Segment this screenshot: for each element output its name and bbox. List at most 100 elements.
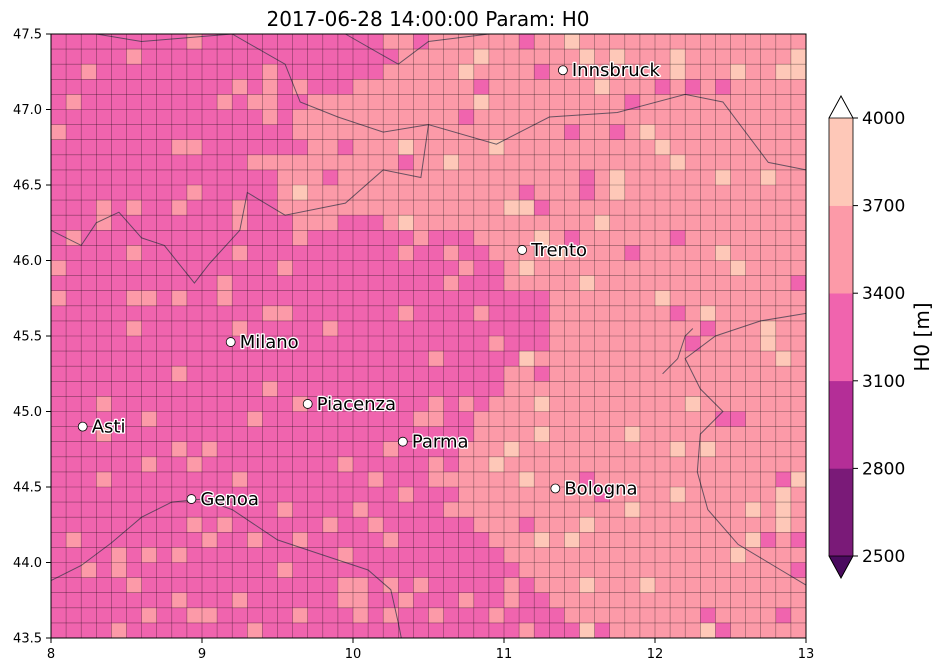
- heatmap-cell: [775, 502, 792, 518]
- heatmap-cell: [111, 124, 127, 140]
- heatmap-cell: [156, 124, 173, 140]
- heatmap-cell: [111, 487, 127, 503]
- heatmap-cell: [715, 547, 731, 563]
- heatmap-cell: [156, 396, 173, 412]
- heatmap-cell: [186, 79, 203, 95]
- heatmap-cell: [655, 441, 671, 458]
- heatmap-cell: [186, 64, 203, 80]
- heatmap-cell: [337, 260, 354, 276]
- heatmap-cell: [443, 154, 459, 171]
- heatmap-cell: [156, 275, 173, 291]
- heatmap-cell: [383, 230, 399, 246]
- heatmap-cell: [202, 517, 218, 533]
- heatmap-cell: [700, 396, 716, 412]
- heatmap-cell: [96, 411, 112, 427]
- heatmap-cell: [458, 215, 475, 231]
- heatmap-cell: [760, 64, 777, 80]
- heatmap-cell: [564, 351, 580, 367]
- heatmap-cell: [700, 124, 716, 140]
- heatmap-cell: [292, 366, 308, 382]
- heatmap-cell: [368, 290, 384, 307]
- heatmap-cell: [594, 320, 610, 337]
- heatmap-cell: [202, 607, 218, 624]
- heatmap-cell: [156, 79, 173, 95]
- heatmap-cell: [579, 426, 595, 442]
- heatmap-cell: [262, 230, 278, 246]
- heatmap-cell: [609, 547, 626, 563]
- heatmap-cell: [141, 124, 157, 140]
- heatmap-cell: [202, 592, 218, 609]
- heatmap-cell: [519, 471, 535, 488]
- heatmap-cell: [217, 471, 233, 488]
- heatmap-cell: [217, 260, 233, 276]
- heatmap-cell: [171, 275, 188, 291]
- heatmap-cell: [413, 592, 429, 609]
- heatmap-cell: [322, 487, 339, 503]
- heatmap-cell: [277, 245, 293, 261]
- heatmap-cell: [156, 139, 173, 156]
- heatmap-cell: [322, 139, 339, 156]
- heatmap-cell: [624, 230, 641, 246]
- heatmap-cell: [96, 169, 112, 186]
- heatmap-cell: [307, 607, 324, 624]
- heatmap-cell: [579, 547, 595, 563]
- heatmap-cell: [685, 34, 701, 50]
- heatmap-cell: [609, 245, 626, 261]
- heatmap-cell: [458, 456, 475, 473]
- y-tick-label: 44.5: [13, 481, 42, 496]
- heatmap-cell: [156, 320, 173, 337]
- heatmap-cell: [171, 124, 188, 140]
- heatmap-cell: [534, 592, 550, 609]
- heatmap-cell: [232, 502, 248, 518]
- heatmap-cell: [277, 532, 293, 548]
- heatmap-cell: [337, 290, 354, 307]
- heatmap-cell: [398, 109, 414, 125]
- heatmap-cell: [624, 34, 641, 50]
- heatmap-cell: [81, 441, 97, 458]
- heatmap-cell: [292, 456, 308, 473]
- heatmap-cell: [322, 366, 339, 382]
- heatmap-cell: [353, 411, 369, 427]
- heatmap-cell: [141, 471, 157, 488]
- heatmap-cell: [504, 532, 520, 548]
- heatmap-cell: [217, 275, 233, 291]
- heatmap-cell: [715, 411, 731, 427]
- heatmap-cell: [790, 34, 807, 50]
- heatmap-cell: [564, 139, 580, 156]
- heatmap-cell: [579, 592, 595, 609]
- heatmap-cell: [594, 547, 610, 563]
- heatmap-cell: [639, 139, 656, 156]
- heatmap-cell: [745, 517, 761, 533]
- heatmap-cell: [66, 351, 82, 367]
- heatmap-cell: [398, 532, 414, 548]
- city-marker: [517, 245, 528, 255]
- heatmap-cell: [745, 336, 761, 352]
- heatmap-cell: [126, 411, 142, 427]
- heatmap-cell: [111, 169, 127, 186]
- heatmap-cell: [66, 336, 82, 352]
- heatmap-cell: [322, 185, 339, 201]
- heatmap-cell: [790, 592, 807, 609]
- heatmap-cell: [443, 305, 459, 322]
- heatmap-cell: [398, 381, 414, 397]
- heatmap-cell: [730, 245, 746, 261]
- heatmap-cell: [262, 169, 278, 186]
- heatmap-cell: [579, 275, 595, 291]
- heatmap-cell: [790, 64, 807, 80]
- heatmap-cell: [685, 607, 701, 624]
- heatmap-cell: [247, 275, 263, 291]
- heatmap-cell: [96, 79, 112, 95]
- heatmap-cell: [277, 154, 293, 171]
- heatmap-cell: [488, 124, 505, 140]
- heatmap-cell: [775, 290, 792, 307]
- heatmap-cell: [156, 185, 173, 201]
- heatmap-cell: [111, 109, 127, 125]
- heatmap-cell: [458, 396, 475, 412]
- heatmap-cell: [322, 200, 339, 216]
- heatmap-cell: [413, 411, 429, 427]
- coastline-path: [684, 312, 807, 586]
- heatmap-cell: [609, 592, 626, 609]
- heatmap-cell: [126, 502, 142, 518]
- heatmap-cell: [549, 562, 565, 578]
- heatmap-cell: [383, 471, 399, 488]
